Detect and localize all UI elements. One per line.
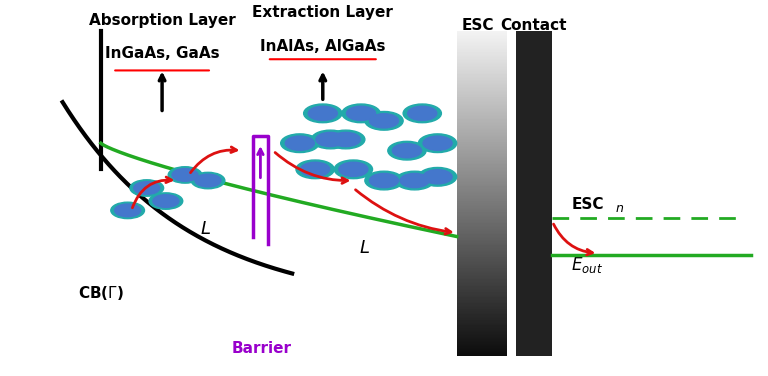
Circle shape bbox=[419, 134, 457, 153]
Circle shape bbox=[308, 106, 337, 120]
Text: $L$: $L$ bbox=[200, 220, 211, 238]
Circle shape bbox=[403, 104, 442, 123]
Text: ESC: ESC bbox=[462, 18, 495, 33]
Circle shape bbox=[168, 167, 202, 183]
Text: $L$: $L$ bbox=[359, 239, 370, 257]
Circle shape bbox=[408, 106, 437, 120]
Text: n: n bbox=[615, 202, 623, 215]
Circle shape bbox=[331, 132, 360, 147]
Circle shape bbox=[316, 132, 345, 147]
Circle shape bbox=[342, 104, 380, 123]
Circle shape bbox=[195, 174, 221, 187]
Circle shape bbox=[369, 173, 399, 188]
Circle shape bbox=[400, 173, 429, 188]
Circle shape bbox=[346, 106, 376, 120]
Text: CB($\Gamma$): CB($\Gamma$) bbox=[78, 284, 124, 302]
Circle shape bbox=[365, 112, 403, 130]
Circle shape bbox=[300, 162, 329, 176]
Circle shape bbox=[191, 172, 225, 189]
Circle shape bbox=[339, 162, 368, 176]
Text: InGaAs, GaAs: InGaAs, GaAs bbox=[104, 46, 220, 61]
Circle shape bbox=[423, 170, 452, 184]
Text: Barrier: Barrier bbox=[232, 341, 292, 356]
Circle shape bbox=[114, 204, 141, 217]
Text: InAlAs, AlGaAs: InAlAs, AlGaAs bbox=[260, 39, 386, 54]
Circle shape bbox=[172, 168, 198, 181]
Circle shape bbox=[388, 141, 426, 160]
Circle shape bbox=[153, 195, 179, 208]
Circle shape bbox=[280, 134, 319, 153]
Circle shape bbox=[365, 171, 403, 190]
Circle shape bbox=[334, 160, 372, 179]
Circle shape bbox=[303, 104, 342, 123]
Circle shape bbox=[326, 130, 365, 149]
Text: Absorption Layer: Absorption Layer bbox=[89, 12, 236, 27]
Circle shape bbox=[134, 182, 160, 194]
Circle shape bbox=[149, 193, 183, 209]
FancyBboxPatch shape bbox=[515, 31, 552, 356]
Circle shape bbox=[111, 202, 144, 218]
Text: Contact: Contact bbox=[500, 18, 567, 33]
Circle shape bbox=[423, 136, 452, 150]
Text: Extraction Layer: Extraction Layer bbox=[253, 5, 393, 20]
Circle shape bbox=[311, 130, 349, 149]
Circle shape bbox=[419, 167, 457, 186]
Text: $E_{out}$: $E_{out}$ bbox=[571, 255, 604, 274]
Circle shape bbox=[130, 180, 164, 196]
Circle shape bbox=[392, 144, 422, 158]
Circle shape bbox=[396, 171, 434, 190]
Text: ESC: ESC bbox=[571, 197, 604, 212]
Circle shape bbox=[369, 114, 399, 128]
Circle shape bbox=[285, 136, 314, 150]
Circle shape bbox=[296, 160, 334, 179]
